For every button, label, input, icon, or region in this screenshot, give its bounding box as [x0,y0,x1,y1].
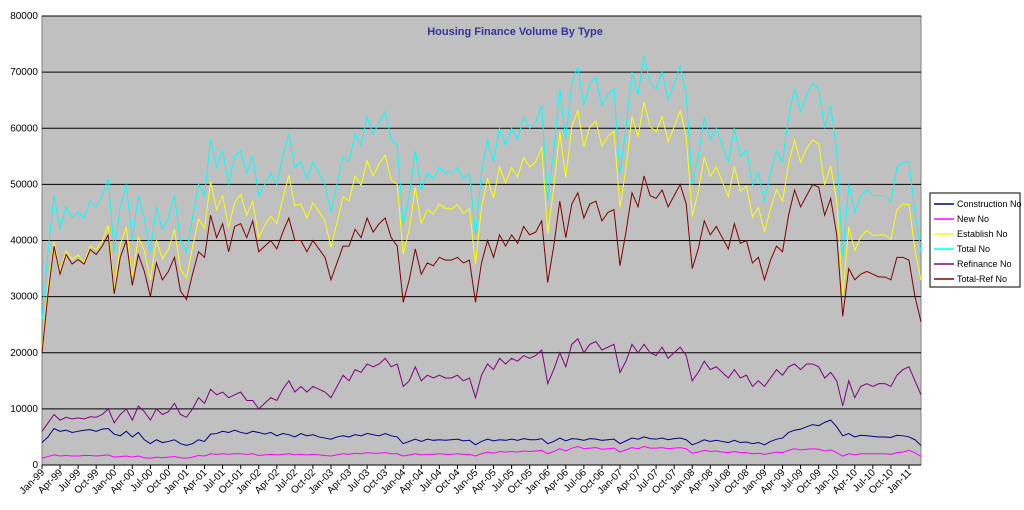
series-line [41,419,922,446]
series-line [41,55,922,320]
legend-label: Total No [957,244,990,254]
y-tick-label: 10000 [10,404,38,415]
chart-title: Housing Finance Volume By Type [427,26,603,38]
y-tick-label: 60000 [10,123,38,134]
series-line [41,101,922,349]
y-tick-label: 0 [32,460,38,471]
legend-label: New No [957,214,989,224]
legend-label: Refinance No [957,259,1012,269]
legend-box [929,192,1021,288]
series-line [41,175,922,353]
y-tick-label: 40000 [10,236,38,247]
y-tick-label: 70000 [10,67,38,78]
series-line [41,445,922,459]
legend-label: Total-Ref No [957,274,1007,284]
series-line [41,337,922,432]
legend-label: Construction No [957,199,1022,209]
y-tick-label: 30000 [10,292,38,303]
y-tick-label: 50000 [10,179,38,190]
y-tick-label: 80000 [10,11,38,22]
legend-label: Establish No [957,229,1008,239]
y-tick-label: 20000 [10,348,38,359]
